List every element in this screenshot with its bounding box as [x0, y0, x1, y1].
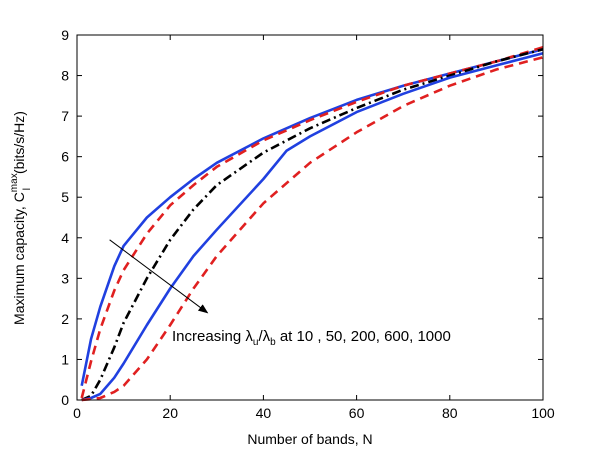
- annotation-text: Increasing λu/λb at 10 , 50, 200, 600, 1…: [172, 328, 451, 348]
- y-tick-label: 2: [61, 311, 69, 327]
- y-axis-title-unit: (bits/s/Hz): [11, 111, 27, 174]
- series-layer: [80, 45, 544, 402]
- y-tick-label: 3: [61, 270, 69, 286]
- x-tick-label: 20: [162, 405, 178, 421]
- y-tick-label: 8: [61, 68, 69, 84]
- annotation-suffix: at 10 , 50, 200, 600, 1000: [276, 328, 451, 345]
- ticks-layer: 0 20 40 60 80 100 0 1 2 3 4 5 6 7 8 9: [61, 27, 555, 421]
- series-line-5: [81, 56, 544, 402]
- annotation-sub-u: u: [253, 337, 259, 348]
- annotation-prefix: Increasing: [172, 328, 245, 345]
- y-axis-title-superscript: max: [9, 173, 20, 192]
- y-axis-title-main: Maximum capacity, C: [11, 192, 27, 325]
- x-tick-label: 80: [442, 405, 458, 421]
- increasing-arrow: [109, 239, 209, 314]
- x-tick-label: 0: [73, 405, 81, 421]
- y-tick-label: 9: [61, 27, 69, 43]
- plot-frame: [76, 34, 544, 401]
- annotation-lambda-u: λ: [245, 328, 253, 345]
- y-tick-label: 7: [61, 108, 69, 124]
- y-tick-label: 0: [61, 392, 69, 408]
- series-line-3: [81, 47, 544, 402]
- annotation-slash: /: [258, 328, 263, 345]
- y-tick-label: 6: [61, 149, 69, 165]
- annotation-lambda-b: λ: [263, 328, 271, 345]
- x-axis-title: Number of bands, N: [247, 431, 372, 447]
- y-tick-label: 4: [61, 230, 69, 246]
- x-tick-label: 100: [531, 405, 555, 421]
- annotation-sub-b: b: [270, 337, 276, 348]
- y-tick-label: 1: [61, 351, 69, 367]
- series-line-4: [81, 52, 544, 402]
- y-axis-title-subscript: l: [22, 188, 33, 190]
- y-axis-title: Maximum capacity, Cmax l (bits/s/Hz): [9, 111, 33, 325]
- series-line-2: [80, 45, 544, 399]
- y-tick-label: 5: [61, 189, 69, 205]
- x-tick-label: 40: [256, 405, 272, 421]
- x-tick-label: 60: [349, 405, 365, 421]
